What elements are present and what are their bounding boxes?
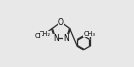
Text: N: N xyxy=(63,34,69,43)
Text: CH₂: CH₂ xyxy=(39,31,51,37)
Text: Cl: Cl xyxy=(35,33,41,39)
Text: CH₃: CH₃ xyxy=(83,31,96,37)
Text: N: N xyxy=(53,34,59,43)
Text: O: O xyxy=(58,18,64,27)
